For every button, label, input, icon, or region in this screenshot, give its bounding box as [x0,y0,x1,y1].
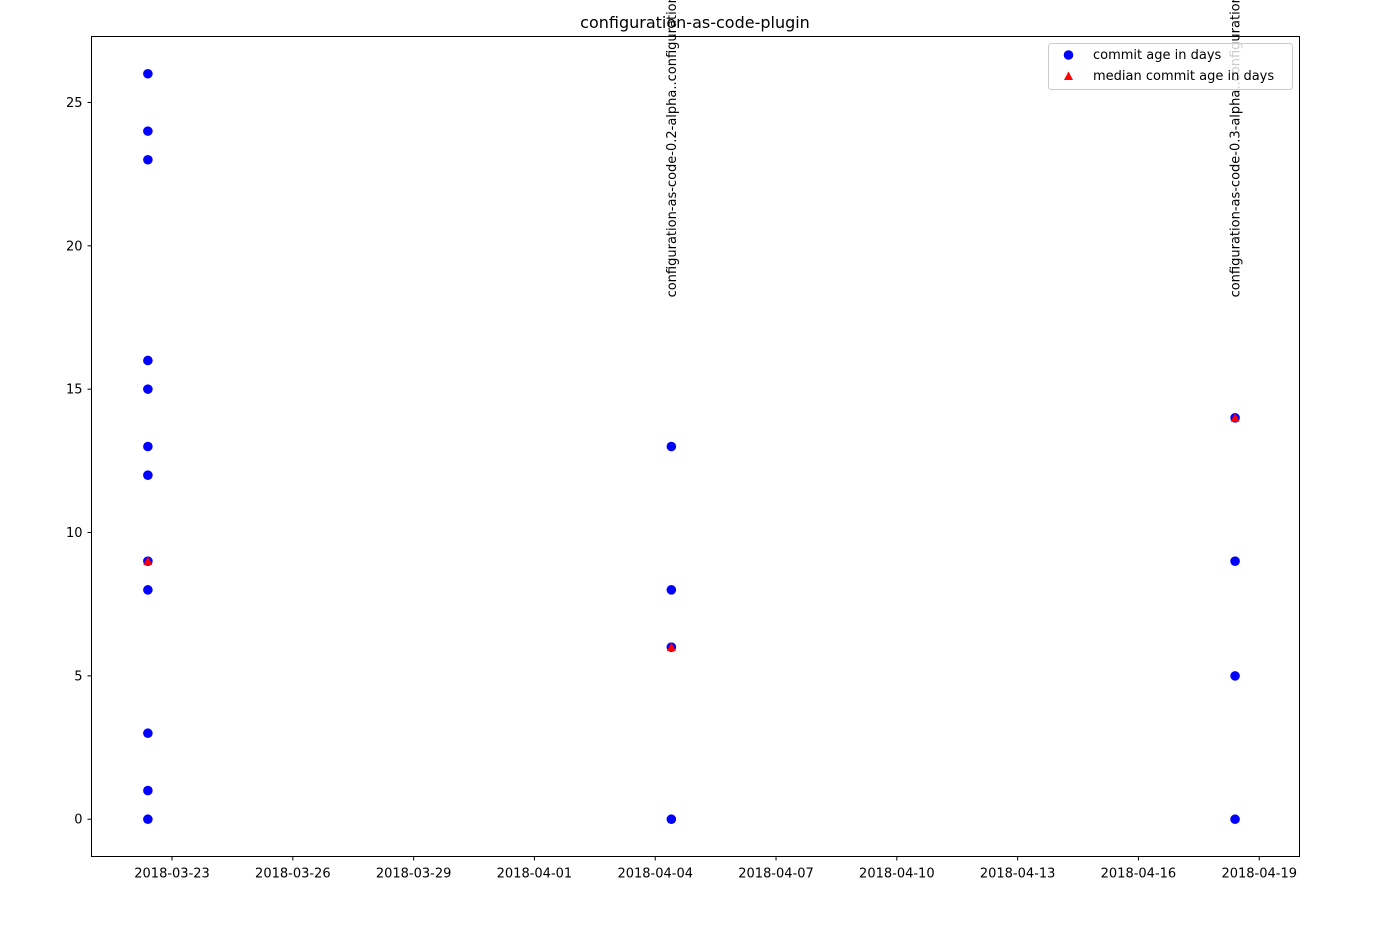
commit-age-point [666,585,677,595]
commit-age-point [143,441,153,452]
legend-label: median commit age in days [1093,69,1274,84]
legend-circle-marker [1063,50,1074,60]
x-tick-label: 2018-04-16 [1101,867,1177,882]
commit-age-point [666,814,677,825]
x-tick-label: 2018-04-10 [859,867,935,882]
y-tick-label: 0 [74,813,82,828]
x-tick-label: 2018-04-01 [497,867,573,882]
median-commit-age-point [143,556,153,565]
x-tick-label: 2018-03-26 [255,867,331,882]
y-tick-label: 20 [66,239,83,254]
x-axis: 2018-03-23 2018-03-26 2018-03-29 2018-04-01… [134,856,1297,882]
plot-area [91,36,1300,857]
chart-title: configuration-as-code-plugin [580,13,810,32]
x-tick-label: 2018-04-19 [1221,867,1297,882]
commit-age-point [143,384,153,394]
commit-age-point [143,154,153,165]
y-tick-label: 15 [66,383,83,398]
legend-triangle-marker [1064,71,1073,80]
y-tick-label: 5 [74,669,82,684]
commit-age-point [143,470,153,480]
y-axis: 0 5 10 15 20 25 [66,96,92,828]
commit-age-point [143,68,153,79]
x-tick-label: 2018-03-23 [134,867,210,882]
legend: commit age in days median commit age in d… [1048,43,1293,90]
legend-label: commit age in days [1093,48,1222,63]
commit-age-point [1230,814,1240,825]
commit-age-point [143,814,153,825]
points-layer [143,68,1240,825]
commit-age-point [143,355,153,366]
plot-frame [91,36,1300,857]
commit-age-point [143,126,153,136]
x-tick-label: 2018-04-04 [617,867,693,882]
median-commit-age-point [1230,413,1240,422]
commit-age-point [1230,671,1240,681]
commit-age-point [143,785,153,796]
median-commit-age-point [666,642,676,651]
y-tick-label: 10 [66,526,83,541]
legend-box [1048,43,1293,90]
y-tick-label: 25 [66,96,83,111]
x-tick-label: 2018-03-29 [376,867,452,882]
x-tick-label: 2018-04-07 [738,867,814,882]
release-annotation: configuration-as-code-0.2-alpha..configu… [665,0,680,297]
commit-age-point [666,441,677,452]
commit-age-point [143,728,153,739]
x-tick-label: 2018-04-13 [980,867,1056,882]
commit-age-point [143,585,153,595]
commit-age-point [1230,556,1240,566]
